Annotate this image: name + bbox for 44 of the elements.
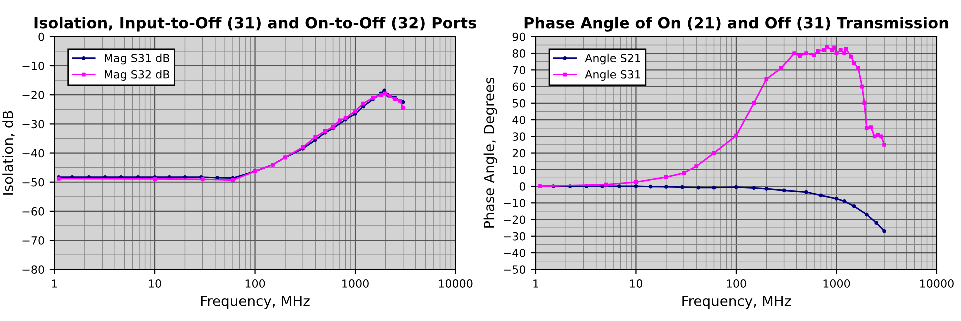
- y-tick-label: −10: [22, 62, 44, 70]
- y-tick-label: −80: [22, 266, 44, 274]
- y-axis-title: Isolation, dB: [2, 111, 15, 195]
- y-tick-label: 90: [512, 32, 526, 42]
- y-tick-label: −20: [22, 91, 44, 100]
- y-tick-label: 40: [512, 116, 526, 124]
- y-tick-label: −70: [22, 236, 44, 245]
- y-tick-label: 0: [38, 32, 44, 42]
- legend-label: Angle S21: [585, 54, 640, 65]
- y-tick-label: 20: [512, 149, 526, 158]
- x-tick-label: 10: [630, 280, 643, 288]
- y-tick-label: −50: [504, 266, 526, 274]
- y-tick-label: 30: [512, 132, 526, 142]
- chart-title: Isolation, Input-to-Off (31) and On-to-Off (32) Ports: [34, 16, 476, 32]
- x-tick-label: 10: [149, 280, 162, 288]
- x-tick-label: 1000: [824, 280, 850, 288]
- y-tick-label: −50: [22, 178, 44, 187]
- y-tick-label: −20: [504, 216, 526, 224]
- x-tick-label: 1: [52, 280, 58, 288]
- chart-title: Phase Angle of On (21) and Off (31) Transmission: [524, 16, 948, 32]
- legend-label: Angle S31: [585, 70, 640, 81]
- y-tick-label: 10: [513, 166, 526, 174]
- y-tick-label: 60: [512, 82, 526, 92]
- y-tick-label: 80: [512, 50, 526, 58]
- y-tick-label: −30: [504, 232, 526, 241]
- x-axis-title: Frequency, MHz: [201, 296, 310, 310]
- x-tick-label: 100: [246, 280, 266, 288]
- y-tick-label: −60: [22, 207, 44, 216]
- legend-label: Mag S32 dB: [105, 70, 170, 81]
- legend-label: Mag S31 dB: [105, 54, 170, 65]
- x-tick-label: 10000: [920, 280, 954, 288]
- x-tick-label: 1: [534, 280, 538, 288]
- x-tick-label: 10000: [439, 280, 473, 288]
- x-tick-label: 100: [727, 280, 746, 288]
- y-tick-label: 0: [520, 182, 526, 191]
- y-axis-title: Phase Angle, Degrees: [484, 78, 498, 228]
- x-tick-label: 1000: [342, 280, 369, 288]
- x-axis-title: Frequency, MHz: [682, 296, 792, 310]
- y-tick-label: −40: [504, 248, 526, 258]
- y-tick-label: 70: [513, 66, 526, 75]
- y-tick-label: −40: [22, 149, 44, 158]
- y-tick-label: −10: [504, 199, 526, 208]
- y-tick-label: 50: [512, 99, 526, 108]
- y-tick-label: −30: [22, 120, 44, 129]
